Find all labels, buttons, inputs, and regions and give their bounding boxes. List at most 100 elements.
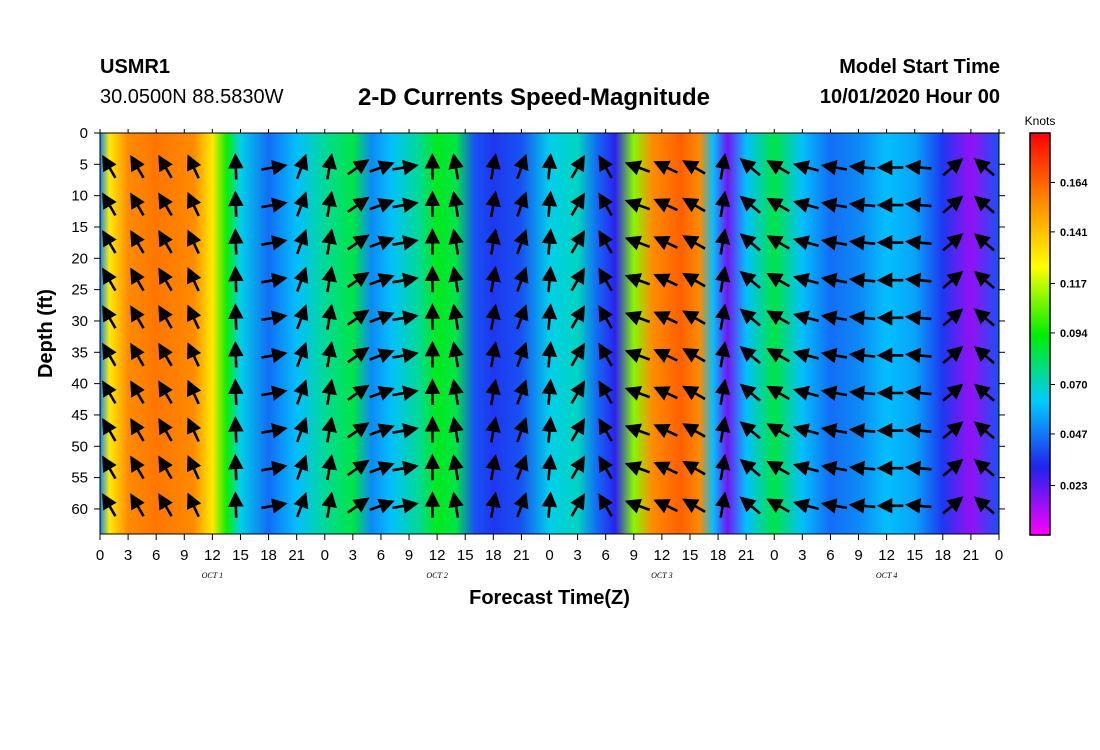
- current-arrow: [293, 304, 309, 330]
- current-arrow: [321, 416, 337, 443]
- x-tick-label: 18: [934, 547, 951, 564]
- current-arrow: [624, 235, 651, 251]
- x-tick-label: 12: [204, 547, 221, 564]
- current-arrow: [369, 423, 395, 439]
- current-arrow: [102, 154, 117, 179]
- current-arrow: [541, 491, 558, 518]
- x-tick-label: 18: [260, 547, 277, 564]
- x-tick-label: 3: [349, 547, 357, 564]
- current-arrow: [448, 228, 464, 255]
- current-arrow: [369, 310, 395, 326]
- x-tick-label: 3: [573, 547, 581, 564]
- y-tick-label: 5: [80, 156, 88, 173]
- x-tick-label: 3: [124, 547, 132, 564]
- current-arrow: [820, 235, 848, 251]
- current-arrow: [346, 347, 370, 364]
- current-arrow: [624, 348, 651, 364]
- x-tick-label: 0: [96, 547, 104, 564]
- current-arrow: [448, 153, 464, 180]
- current-arrow: [346, 271, 370, 289]
- current-arrow: [321, 303, 337, 330]
- current-arrow: [392, 423, 419, 439]
- current-arrow: [792, 160, 819, 176]
- current-arrow: [369, 386, 395, 401]
- x-tick-label: 9: [405, 547, 413, 564]
- day-label: OCT 4: [876, 571, 897, 580]
- current-arrow: [158, 267, 173, 292]
- current-arrow: [848, 385, 876, 401]
- current-arrow: [766, 348, 790, 363]
- current-arrow: [904, 310, 932, 326]
- current-arrow: [653, 236, 678, 251]
- current-arrow: [766, 423, 790, 438]
- current-arrow: [653, 198, 678, 213]
- current-arrow: [485, 416, 501, 443]
- current-arrow: [792, 385, 819, 401]
- x-tick-label: 9: [854, 547, 862, 564]
- current-arrow: [485, 228, 501, 255]
- current-arrow: [624, 198, 651, 213]
- current-arrow: [130, 417, 145, 442]
- current-arrow: [739, 270, 761, 289]
- y-tick-label: 35: [71, 344, 88, 361]
- current-arrow: [624, 386, 651, 401]
- current-arrow: [570, 380, 585, 405]
- current-arrow: [942, 308, 964, 327]
- current-arrow: [321, 378, 337, 406]
- current-arrow: [973, 195, 995, 214]
- current-arrow: [346, 459, 370, 477]
- current-arrow: [448, 303, 464, 330]
- current-arrow: [766, 310, 790, 326]
- current-arrow: [541, 152, 558, 180]
- current-arrow: [973, 458, 995, 477]
- current-arrow: [346, 234, 370, 251]
- current-arrow: [321, 228, 337, 255]
- y-tick-label: 50: [71, 438, 88, 455]
- current-arrow: [293, 153, 309, 180]
- y-tick-label: 20: [71, 250, 88, 267]
- x-tick-label: 15: [232, 547, 249, 564]
- y-axis-label: Depth (ft): [35, 289, 57, 378]
- current-arrow: [130, 493, 145, 517]
- current-arrow: [682, 348, 706, 363]
- x-tick-label: 3: [798, 547, 806, 564]
- current-arrow: [973, 383, 995, 402]
- current-arrow: [848, 310, 876, 326]
- current-arrow: [187, 154, 202, 179]
- current-arrow: [541, 190, 558, 218]
- current-arrow: [792, 423, 819, 439]
- current-arrow: [293, 454, 309, 480]
- current-arrow: [714, 228, 731, 255]
- current-arrow: [904, 385, 932, 401]
- x-tick-label: 18: [485, 547, 502, 564]
- current-arrow: [102, 267, 117, 292]
- x-tick-label: 0: [995, 547, 1003, 564]
- current-arrow: [485, 190, 501, 218]
- current-arrow: [369, 273, 395, 288]
- current-arrow: [624, 423, 651, 439]
- current-arrow: [570, 230, 585, 254]
- colorbar-tick-label: 0.023: [1060, 481, 1088, 493]
- current-arrow: [228, 190, 244, 218]
- current-arrow: [766, 460, 790, 476]
- current-arrow: [820, 272, 848, 289]
- current-arrow: [321, 265, 337, 293]
- colorbar-tick-label: 0.117: [1060, 278, 1087, 290]
- current-arrow: [293, 266, 309, 292]
- current-arrow: [513, 153, 529, 180]
- current-arrow: [448, 341, 464, 368]
- current-arrow: [261, 347, 288, 364]
- current-arrow: [186, 492, 202, 518]
- current-arrow: [904, 159, 932, 176]
- current-arrow: [158, 305, 173, 329]
- current-arrow: [513, 228, 529, 255]
- current-arrow: [942, 158, 964, 177]
- current-arrow: [392, 197, 419, 213]
- x-tick-label: 12: [654, 547, 671, 564]
- current-arrow: [321, 341, 337, 368]
- current-arrow: [739, 308, 761, 327]
- model-start-label: Model Start Time: [839, 56, 1000, 78]
- current-arrow: [485, 303, 501, 330]
- current-arrow: [261, 235, 288, 251]
- axes: 0 3 6 9 12 15 18 21 0 3 6 9 12 15 18 21 0 3 6 9 12 15 18 21 0 3 6 9…: [71, 125, 1005, 580]
